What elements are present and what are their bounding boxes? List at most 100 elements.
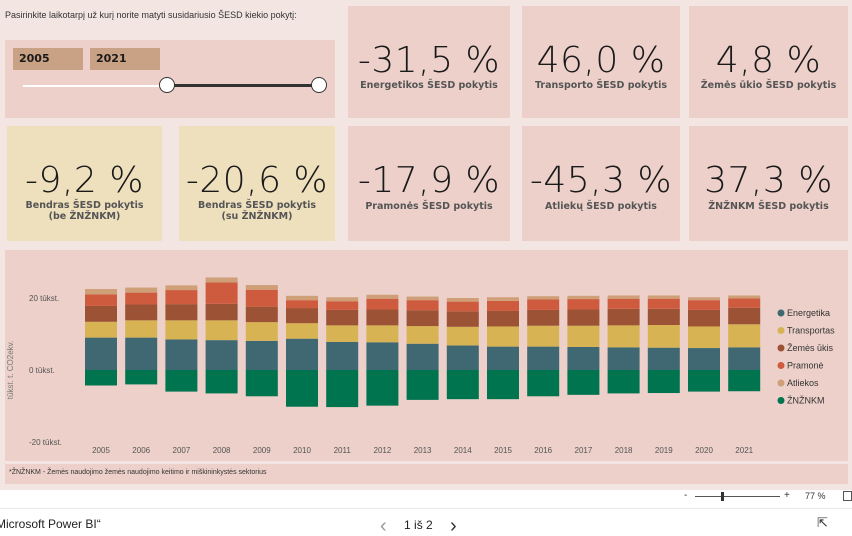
bar-segment[interactable] [728,298,761,308]
bar-segment[interactable] [567,309,600,326]
bar-segment[interactable] [245,370,278,397]
bar-segment[interactable] [607,370,640,394]
bar-segment[interactable] [125,370,158,385]
bar-segment[interactable] [728,370,761,392]
bar-segment[interactable] [286,300,318,309]
bar-segment[interactable] [205,370,238,394]
bar-segment[interactable] [527,346,560,370]
bar-segment[interactable] [125,304,158,321]
legend-label[interactable]: Energetika [787,308,830,318]
bar-segment[interactable] [487,326,519,347]
bar-segment[interactable] [406,310,439,327]
bar-segment[interactable] [366,342,399,370]
bar-segment[interactable] [406,370,439,400]
bar-segment[interactable] [165,339,198,370]
bar-segment[interactable] [165,370,198,392]
end-year-input[interactable]: 2021 [90,48,160,70]
bar-segment[interactable] [366,309,399,326]
bar-segment[interactable] [607,308,640,326]
bar-segment[interactable] [326,370,359,408]
bar-segment[interactable] [85,321,117,338]
legend-marker[interactable] [777,397,785,404]
bar-segment[interactable] [487,370,519,400]
bar-segment[interactable] [125,292,158,305]
bar-segment[interactable] [446,345,479,370]
bar-segment[interactable] [245,322,278,341]
bar-segment[interactable] [446,301,479,312]
bar-segment[interactable] [487,346,519,370]
bar-segment[interactable] [326,301,359,310]
bar-segment[interactable] [728,347,761,370]
bar-segment[interactable] [245,285,278,290]
legend-marker[interactable] [777,362,785,369]
bar-segment[interactable] [647,325,680,348]
legend-marker[interactable] [777,309,785,317]
bar-segment[interactable] [125,337,158,370]
bar-segment[interactable] [446,311,479,327]
bar-segment[interactable] [366,325,399,343]
bar-segment[interactable] [366,298,399,310]
zoom-slider-handle[interactable] [721,492,724,501]
bar-segment[interactable] [165,290,198,305]
bar-segment[interactable] [286,308,318,324]
bar-segment[interactable] [607,347,640,370]
bar-segment[interactable] [286,370,318,407]
bar-segment[interactable] [125,320,158,338]
bar-segment[interactable] [527,299,560,310]
bar-segment[interactable] [728,324,761,348]
legend-label[interactable]: Atliekos [787,378,819,388]
bar-segment[interactable] [527,370,560,397]
bar-segment[interactable] [567,346,600,370]
bar-segment[interactable] [326,325,359,342]
bar-segment[interactable] [527,296,560,300]
bar-segment[interactable] [245,340,278,370]
slider-end-handle[interactable] [311,77,327,93]
bar-segment[interactable] [527,325,560,347]
bar-segment[interactable] [205,340,238,370]
share-icon[interactable]: ⇱ [817,515,828,530]
bar-segment[interactable] [487,297,519,301]
bar-segment[interactable] [688,300,720,310]
legend-label[interactable]: Pramonė [787,361,824,371]
bar-segment[interactable] [647,295,680,299]
legend-marker[interactable] [777,327,785,334]
bar-segment[interactable] [125,287,158,293]
bar-segment[interactable] [85,305,117,322]
bar-segment[interactable] [688,370,720,392]
bar-segment[interactable] [85,294,117,306]
bar-segment[interactable] [406,296,439,301]
bar-segment[interactable] [85,289,117,295]
bar-segment[interactable] [286,323,318,339]
bar-segment[interactable] [205,282,238,304]
bar-segment[interactable] [487,300,519,311]
zoom-in-button[interactable]: + [784,490,790,501]
bar-segment[interactable] [688,348,720,370]
legend-marker[interactable] [777,379,785,387]
year-slicer[interactable]: 2005 2021 [5,40,335,118]
bar-segment[interactable] [366,294,399,299]
bar-segment[interactable] [527,309,560,326]
zoom-out-button[interactable]: - [684,490,688,501]
start-year-input[interactable]: 2005 [13,48,83,70]
bar-segment[interactable] [446,298,479,302]
bar-segment[interactable] [205,303,238,321]
bar-segment[interactable] [647,298,680,309]
bar-segment[interactable] [688,326,720,349]
stacked-bar-chart[interactable]: 20 tūkst. 0 tūkst. -20 tūkst. tūkst. t. CO2… [5,250,848,461]
bar-segment[interactable] [286,338,318,370]
bar-segment[interactable] [406,343,439,370]
bar-segment[interactable] [85,337,117,370]
bar-segment[interactable] [728,307,761,325]
bar-segment[interactable] [567,295,600,300]
next-page-button[interactable]: › [450,515,457,536]
bar-segment[interactable] [728,295,761,299]
bar-segment[interactable] [406,300,439,311]
bar-segment[interactable] [165,320,198,340]
bar-segment[interactable] [688,309,720,327]
bar-segment[interactable] [245,306,278,323]
bar-segment[interactable] [366,370,399,406]
bar-segment[interactable] [446,326,479,346]
bar-segment[interactable] [85,370,117,386]
bar-segment[interactable] [567,325,600,347]
bar-segment[interactable] [647,370,680,394]
